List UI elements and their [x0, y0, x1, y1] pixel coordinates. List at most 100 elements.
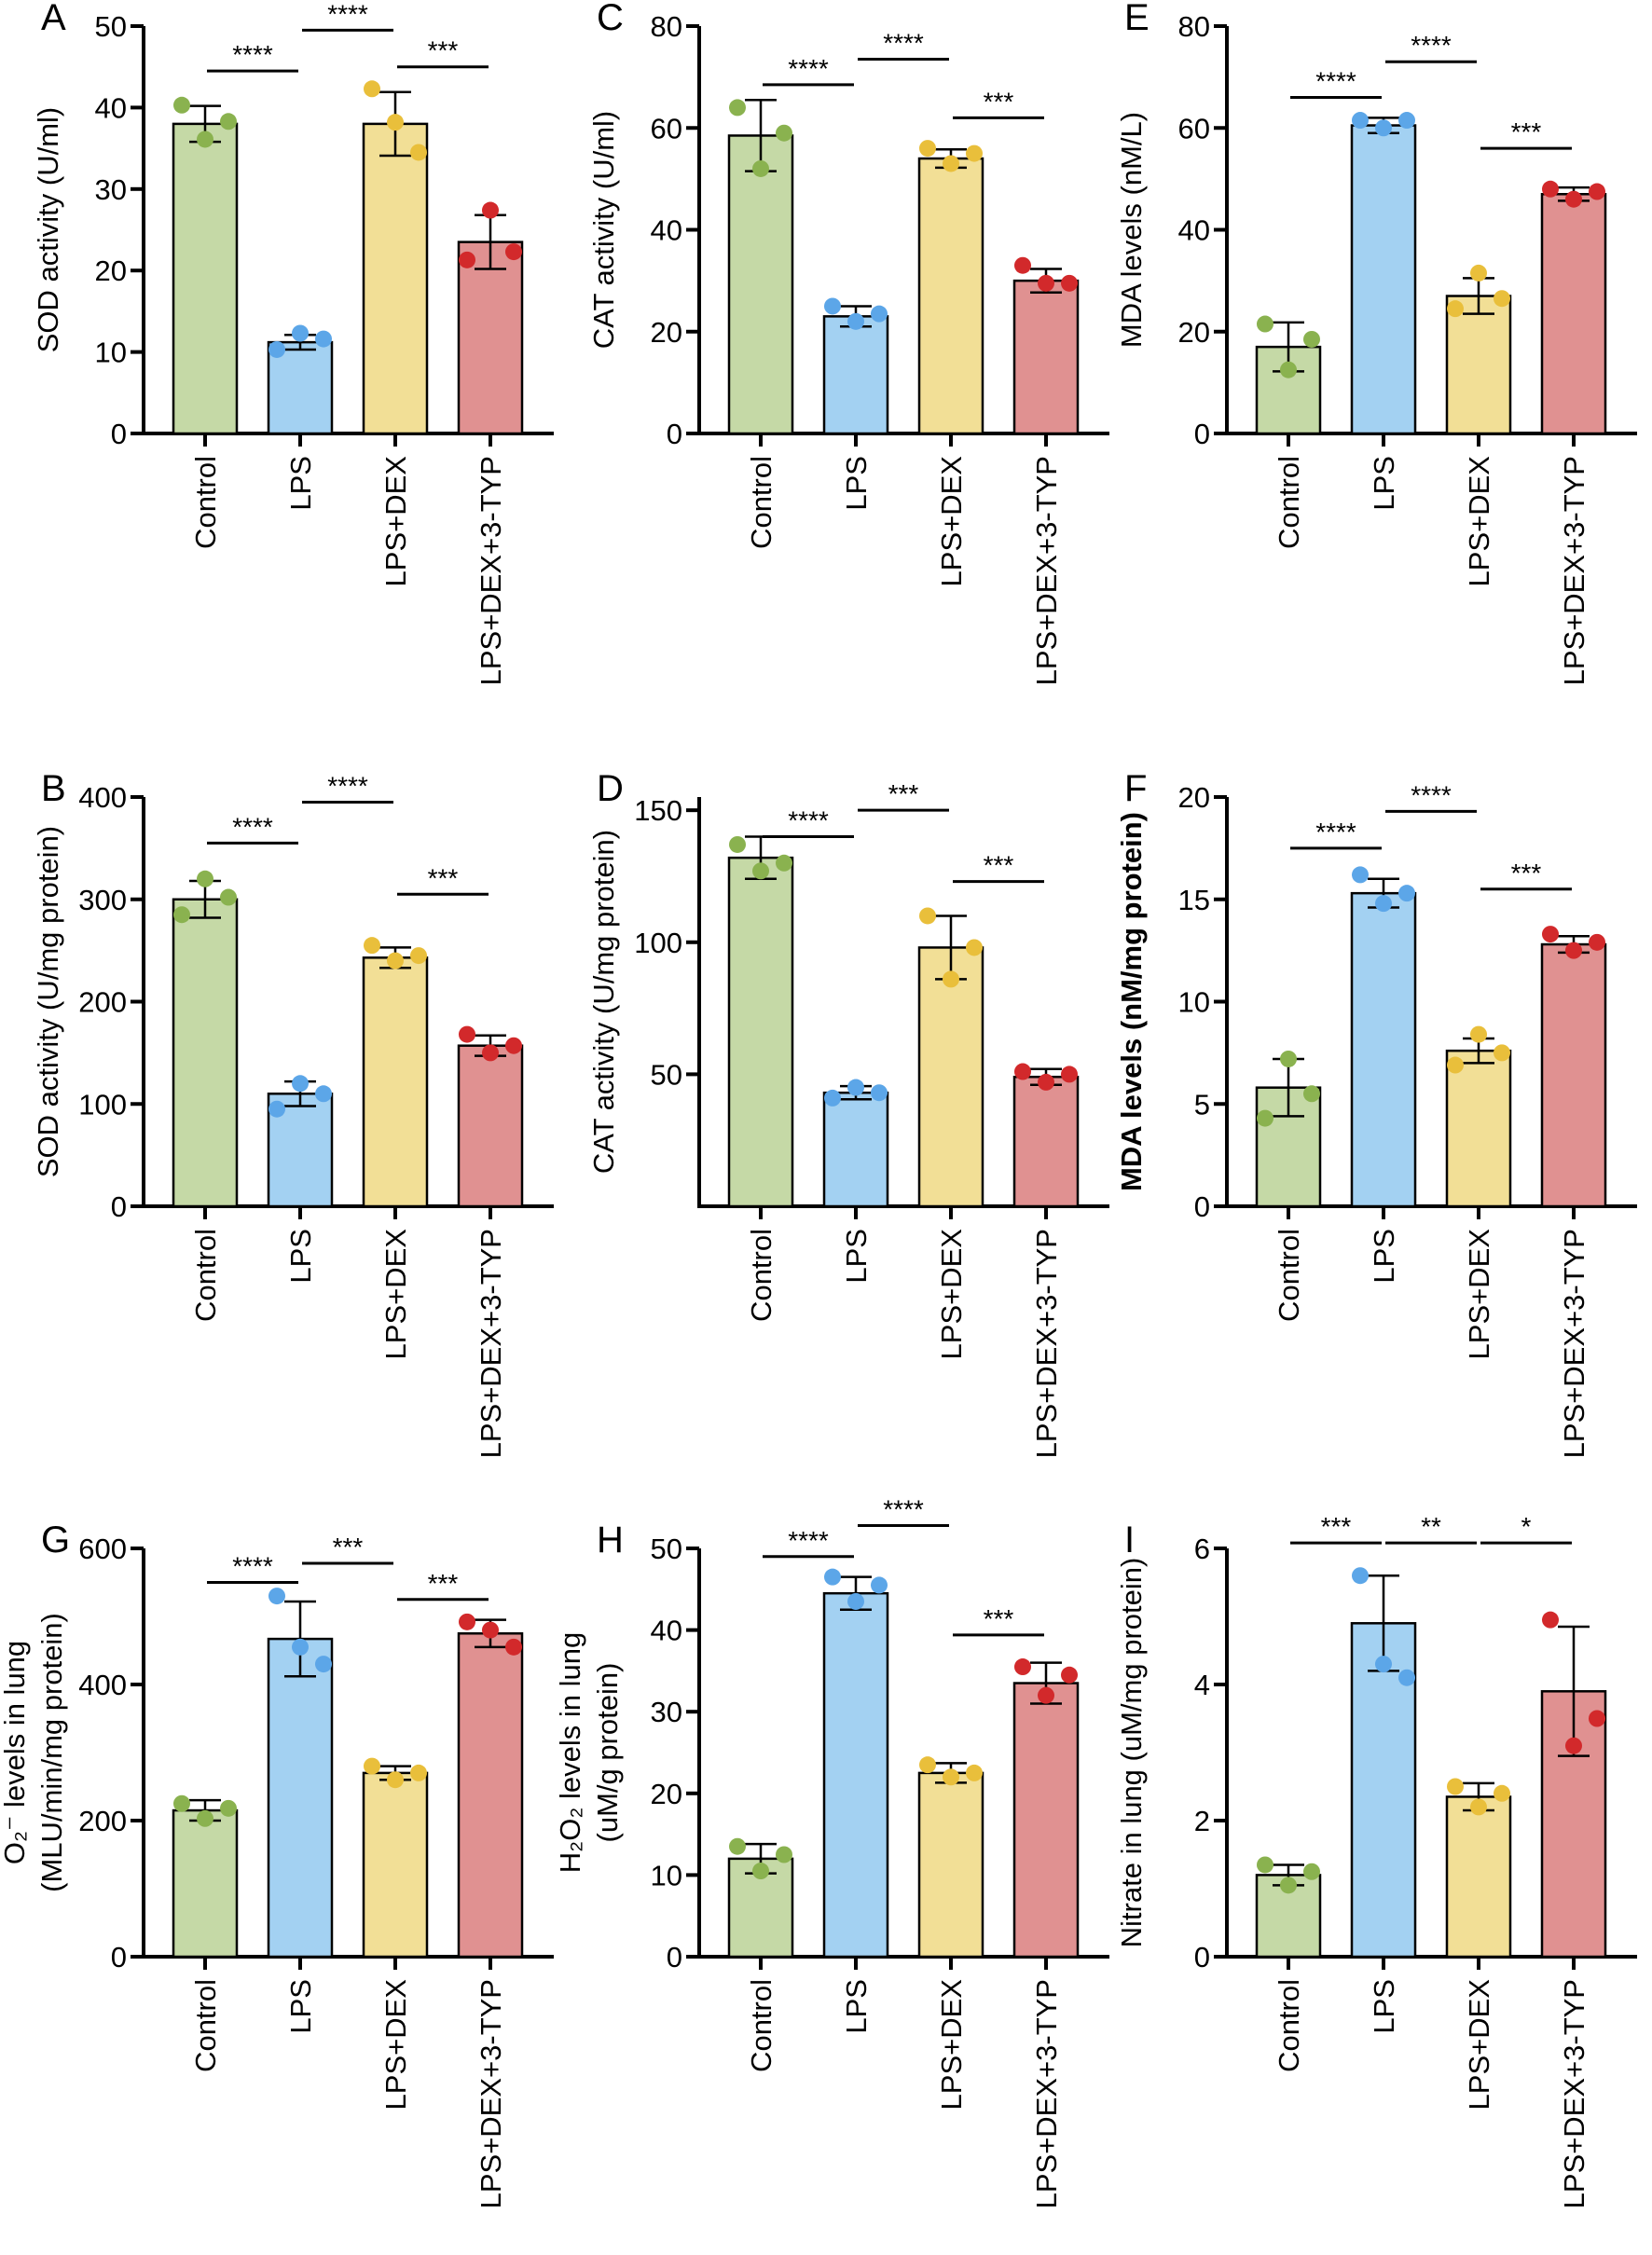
- category-label: LPS: [1368, 1979, 1400, 2034]
- data-point: [1280, 1877, 1297, 1894]
- data-point: [1375, 119, 1392, 137]
- data-point: [1494, 1784, 1510, 1802]
- category-label: LPS: [840, 456, 873, 511]
- category-label: LPS+DEX+3-TYP: [475, 1979, 507, 2208]
- data-point: [197, 131, 213, 148]
- data-point: [1038, 1686, 1054, 1704]
- y-axis-label: (MLU/min/mg protein): [35, 1613, 68, 1892]
- significance-label: ****: [327, 771, 368, 800]
- category-label: LPS+DEX: [935, 1229, 968, 1360]
- data-point: [752, 159, 769, 177]
- data-point: [1398, 1669, 1415, 1686]
- category-label: Control: [1273, 456, 1305, 549]
- data-point: [482, 1621, 499, 1639]
- category-label: LPS: [840, 1229, 873, 1284]
- panel-letter: F: [1124, 768, 1147, 809]
- data-point: [1375, 895, 1392, 913]
- data-point: [1470, 1025, 1487, 1043]
- y-tick-label: 300: [78, 884, 127, 916]
- y-tick-label: 50: [95, 10, 127, 43]
- y-axis-label: CAT activity (U/mg protein): [587, 830, 620, 1174]
- y-tick-label: 200: [78, 986, 127, 1019]
- significance-label: ***: [1321, 1512, 1352, 1541]
- bar-control: [727, 856, 794, 1208]
- category-label: LPS: [284, 1229, 317, 1284]
- category-label: Control: [745, 456, 778, 549]
- significance-label: ****: [1411, 780, 1452, 809]
- significance-label: ***: [984, 851, 1014, 880]
- data-point: [1542, 1611, 1559, 1629]
- data-point: [292, 324, 309, 342]
- data-point: [1589, 1710, 1605, 1727]
- y-tick-label: 40: [95, 91, 127, 124]
- y-tick-label: 4: [1194, 1669, 1210, 1701]
- data-point: [1061, 1666, 1078, 1684]
- panel-letter: G: [41, 1519, 70, 1561]
- y-tick-label: 60: [651, 112, 682, 144]
- panel-c: C CAT activity (U/ml) 0 20 40 60 80 Control LPS L…: [587, 0, 1109, 685]
- data-point: [1494, 290, 1510, 308]
- data-point: [1257, 1856, 1273, 1874]
- y-tick-label: 400: [78, 1669, 127, 1701]
- y-tick-label: 10: [651, 1859, 682, 1891]
- data-point: [220, 1799, 237, 1817]
- bar-control: [727, 134, 794, 435]
- significance-label: ****: [788, 1526, 829, 1555]
- significance-label: ****: [1315, 66, 1356, 95]
- y-tick-label: 30: [651, 1696, 682, 1728]
- y-axis-label: Nitrate in lung (uM/mg protein): [1115, 1558, 1148, 1948]
- data-point: [1494, 1044, 1510, 1062]
- y-axis-label: MDA levels (nM/mg protein): [1115, 812, 1148, 1191]
- data-point: [1038, 274, 1054, 292]
- bar-lps: [1350, 124, 1417, 435]
- significance-label: ****: [883, 1494, 924, 1523]
- data-point: [315, 330, 332, 348]
- y-tick-label: 0: [111, 1190, 127, 1223]
- y-tick-label: 40: [651, 214, 682, 247]
- category-label: LPS+DEX+3-TYP: [1030, 1979, 1063, 2208]
- data-point: [364, 937, 380, 955]
- significance-label: ***: [428, 1569, 459, 1598]
- y-tick-label: 2: [1194, 1805, 1210, 1837]
- data-point: [1447, 300, 1464, 318]
- data-point: [268, 1588, 285, 1605]
- y-axis-label: O₂⁻ levels in lung: [0, 1641, 31, 1864]
- data-point: [966, 1764, 983, 1781]
- category-label: LPS: [1368, 456, 1400, 511]
- data-point: [1280, 1050, 1297, 1067]
- significance-label: ****: [1315, 818, 1356, 846]
- category-label: Control: [1273, 1229, 1305, 1322]
- data-point: [364, 80, 380, 98]
- data-point: [776, 1846, 792, 1863]
- data-point: [387, 1771, 404, 1789]
- panel-letter: D: [597, 768, 624, 809]
- y-tick-label: 0: [111, 1941, 127, 1973]
- significance-label: **: [1421, 1512, 1441, 1541]
- y-tick-label: 0: [1194, 1190, 1210, 1223]
- data-point: [220, 888, 237, 906]
- y-axis-label: SOD activity (U/mg protein): [32, 826, 64, 1177]
- data-point: [1303, 330, 1320, 348]
- data-point: [847, 1592, 864, 1610]
- data-point: [482, 1044, 499, 1062]
- data-point: [1565, 942, 1582, 959]
- data-point: [729, 1837, 746, 1855]
- y-tick-label: 0: [111, 418, 127, 450]
- data-point: [729, 835, 746, 853]
- data-point: [752, 862, 769, 880]
- bar-lps-dex: [362, 122, 429, 435]
- bar-control: [172, 122, 239, 435]
- data-point: [220, 113, 237, 131]
- data-point: [268, 1100, 285, 1118]
- data-point: [197, 1809, 213, 1827]
- bar-lps-dex: [917, 946, 984, 1208]
- category-label: Control: [1273, 1979, 1305, 2072]
- data-point: [459, 251, 475, 268]
- data-point: [505, 1638, 522, 1656]
- y-tick-label: 100: [78, 1088, 127, 1121]
- category-label: LPS+DEX: [1463, 1229, 1495, 1360]
- bar-lps-dex-3-typ: [1012, 279, 1080, 435]
- category-label: LPS+DEX: [1463, 1979, 1495, 2111]
- data-point: [173, 96, 190, 114]
